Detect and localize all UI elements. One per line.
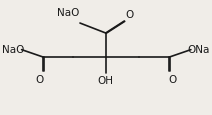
Text: O: O — [126, 10, 134, 20]
Text: ONa: ONa — [187, 45, 210, 54]
Text: NaO: NaO — [57, 8, 80, 18]
Text: O: O — [36, 74, 44, 84]
Text: O: O — [169, 74, 177, 84]
Text: NaO: NaO — [2, 45, 24, 54]
Text: OH: OH — [98, 76, 114, 86]
